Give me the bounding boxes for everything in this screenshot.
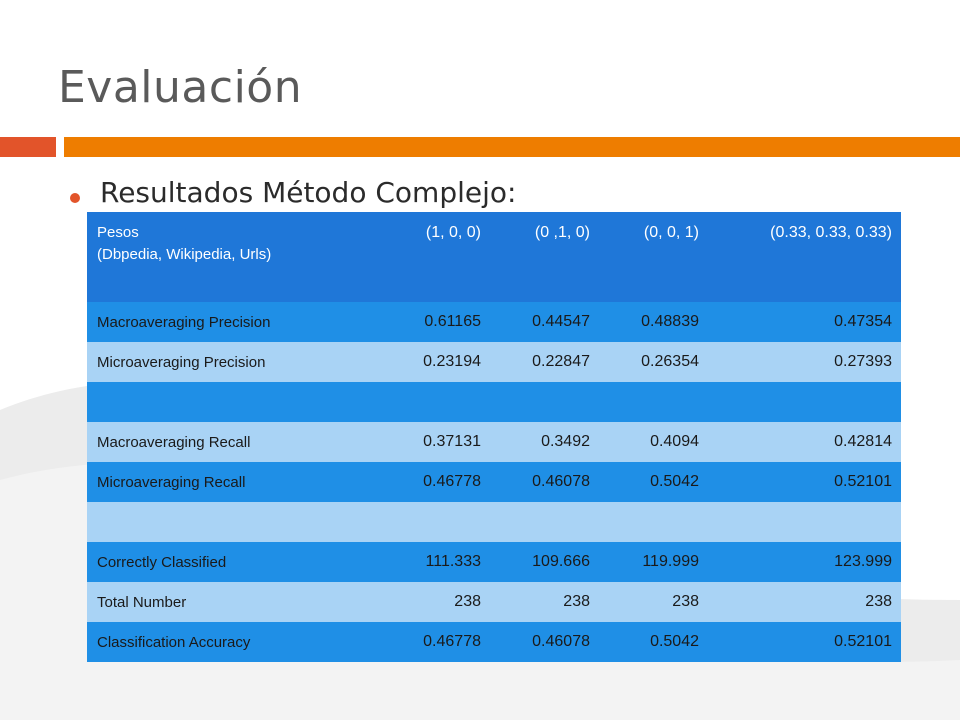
table-cell bbox=[708, 382, 901, 422]
table-cell bbox=[490, 382, 599, 422]
slide-title: Evaluación bbox=[58, 62, 303, 113]
table-cell: 0.3492 bbox=[490, 422, 599, 462]
table-cell: 0.46078 bbox=[490, 622, 599, 662]
table-row: Macroaveraging Precision 0.61165 0.44547… bbox=[87, 302, 901, 342]
table-cell: 0.27393 bbox=[708, 342, 901, 382]
row-label bbox=[87, 502, 389, 542]
table-cell: 0.22847 bbox=[490, 342, 599, 382]
table-cell: 119.999 bbox=[599, 542, 708, 582]
table-cell: 0.42814 bbox=[708, 422, 901, 462]
table-cell bbox=[599, 382, 708, 422]
table-cell: 0.26354 bbox=[599, 342, 708, 382]
bullet-icon bbox=[70, 193, 80, 203]
table-cell: 0.46778 bbox=[389, 622, 490, 662]
table-row: Total Number 238 238 238 238 bbox=[87, 582, 901, 622]
row-label: Total Number bbox=[87, 582, 389, 622]
table-cell: 0.23194 bbox=[389, 342, 490, 382]
table-row: Correctly Classified 111.333 109.666 119… bbox=[87, 542, 901, 582]
table-cell: 0.47354 bbox=[708, 302, 901, 342]
table-row: Microaveraging Recall 0.46778 0.46078 0.… bbox=[87, 462, 901, 502]
table-cell: 0.46778 bbox=[389, 462, 490, 502]
table-cell bbox=[599, 502, 708, 542]
row-label: Microaveraging Recall bbox=[87, 462, 389, 502]
table-cell bbox=[389, 382, 490, 422]
table-cell bbox=[389, 502, 490, 542]
table-cell: 0.5042 bbox=[599, 462, 708, 502]
header-col-2: (0 ,1, 0) bbox=[490, 212, 599, 302]
table-cell: 0.4094 bbox=[599, 422, 708, 462]
row-label bbox=[87, 382, 389, 422]
header-label-line1: Pesos bbox=[97, 224, 139, 241]
bullet-text: Resultados Método Complejo: bbox=[100, 176, 517, 209]
header-col-4: (0.33, 0.33, 0.33) bbox=[708, 212, 901, 302]
row-label: Correctly Classified bbox=[87, 542, 389, 582]
results-table: Pesos (Dbpedia, Wikipedia, Urls) (1, 0, … bbox=[87, 212, 901, 662]
table-cell: 0.5042 bbox=[599, 622, 708, 662]
table-row: Macroaveraging Recall 0.37131 0.3492 0.4… bbox=[87, 422, 901, 462]
header-label-cell: Pesos (Dbpedia, Wikipedia, Urls) bbox=[87, 212, 389, 302]
row-label: Macroaveraging Precision bbox=[87, 302, 389, 342]
row-label: Classification Accuracy bbox=[87, 622, 389, 662]
header-label-line2: (Dbpedia, Wikipedia, Urls) bbox=[97, 246, 272, 263]
table-row: Microaveraging Precision 0.23194 0.22847… bbox=[87, 342, 901, 382]
header-col-3: (0, 0, 1) bbox=[599, 212, 708, 302]
table-row-spacer bbox=[87, 502, 901, 542]
row-label: Microaveraging Precision bbox=[87, 342, 389, 382]
table-cell: 0.48839 bbox=[599, 302, 708, 342]
table-cell: 0.52101 bbox=[708, 622, 901, 662]
table-header-row: Pesos (Dbpedia, Wikipedia, Urls) (1, 0, … bbox=[87, 212, 901, 302]
table-cell: 238 bbox=[490, 582, 599, 622]
title-rule bbox=[64, 137, 960, 157]
header-col-1: (1, 0, 0) bbox=[389, 212, 490, 302]
table-cell: 238 bbox=[389, 582, 490, 622]
table-cell: 0.46078 bbox=[490, 462, 599, 502]
table-cell: 0.61165 bbox=[389, 302, 490, 342]
table-row: Classification Accuracy 0.46778 0.46078 … bbox=[87, 622, 901, 662]
table-cell: 111.333 bbox=[389, 542, 490, 582]
table-cell: 109.666 bbox=[490, 542, 599, 582]
table-cell bbox=[490, 502, 599, 542]
table-cell: 123.999 bbox=[708, 542, 901, 582]
table-cell: 0.37131 bbox=[389, 422, 490, 462]
row-label: Macroaveraging Recall bbox=[87, 422, 389, 462]
table-cell: 238 bbox=[599, 582, 708, 622]
table-cell: 238 bbox=[708, 582, 901, 622]
table-cell: 0.44547 bbox=[490, 302, 599, 342]
table-cell: 0.52101 bbox=[708, 462, 901, 502]
title-rule-accent bbox=[0, 137, 56, 157]
table-cell bbox=[708, 502, 901, 542]
table-row-spacer bbox=[87, 382, 901, 422]
